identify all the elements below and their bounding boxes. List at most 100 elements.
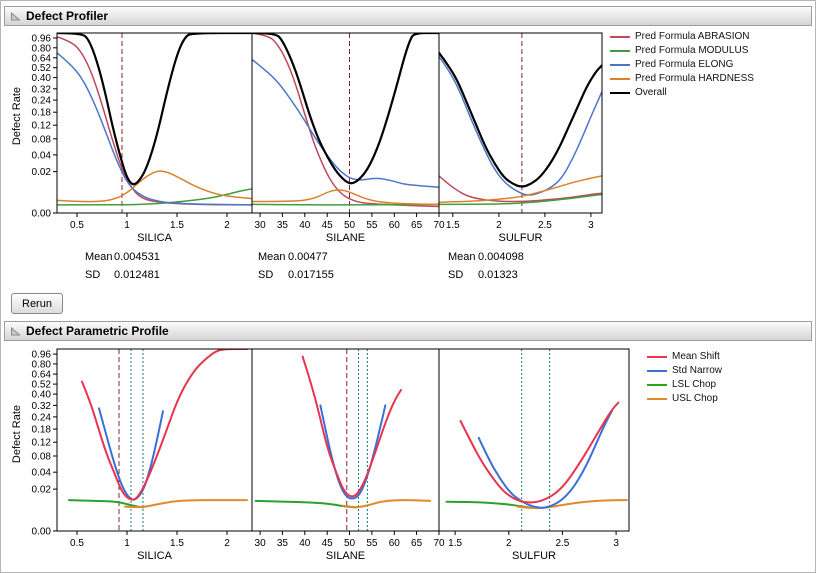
- x-tick-label: 65: [411, 220, 423, 231]
- legend-line-swatch: [647, 383, 667, 386]
- y-tick-label: 0.02: [32, 485, 52, 496]
- stat-sd-label-sulfur: SD: [448, 269, 464, 281]
- legend-item[interactable]: Std Narrow: [646, 365, 722, 376]
- x-tick-label: 30: [255, 220, 267, 231]
- y-tick-label: 0.18: [32, 425, 52, 436]
- x-tick-label: 65: [411, 538, 423, 549]
- x-tick-label: 1.5: [448, 538, 462, 549]
- y-tick-label: 0.04: [32, 150, 52, 161]
- legend-line-swatch: [647, 355, 667, 358]
- x-tick-label: 55: [366, 538, 378, 549]
- series-line-usl-chop: [341, 499, 432, 509]
- y-tick-label: 0.18: [32, 108, 52, 119]
- stat-mean-label-silane: Mean: [258, 251, 286, 263]
- series-line-pred-formula-abrasion: [439, 175, 602, 203]
- y-tick-label: 0.80: [32, 359, 52, 370]
- x-tick-label: 3: [613, 538, 619, 549]
- y-tick-label: 0.24: [32, 412, 52, 423]
- plot-frame: [251, 348, 440, 532]
- parametric-legend: Mean Shift Std Narrow LSL Chop USL Chop: [646, 351, 722, 404]
- legend-item[interactable]: Overall: [609, 87, 754, 98]
- series-line-pred-formula-abrasion: [57, 36, 252, 206]
- legend-line-swatch: [647, 397, 667, 400]
- y-tick-label: 0.64: [32, 370, 52, 381]
- series-line-overall: [439, 51, 602, 188]
- legend-item[interactable]: LSL Chop: [646, 379, 722, 390]
- x-axis-title: SULFUR: [512, 550, 556, 562]
- stat-sd-label-silica: SD: [85, 269, 101, 281]
- legend-line-swatch: [610, 91, 630, 94]
- x-axis-title: SILICA: [137, 550, 173, 562]
- x-tick-label: 2: [224, 538, 230, 549]
- x-tick-label: 0.5: [70, 538, 84, 549]
- stat-mean-label-sulfur: Mean: [448, 251, 476, 263]
- y-tick-label: 0.52: [32, 63, 52, 74]
- legend-item-label: Overall: [635, 87, 667, 98]
- x-axis-title: SILANE: [326, 232, 365, 244]
- x-tick-label: 2.5: [555, 538, 569, 549]
- x-tick-label: 40: [299, 538, 311, 549]
- legend-item[interactable]: Pred Formula ELONG: [609, 59, 754, 70]
- y-tick-label: 0.96: [32, 350, 52, 361]
- legend-line-swatch: [647, 369, 667, 372]
- stat-mean-label-silica: Mean: [85, 251, 113, 263]
- y-tick-label: 0.24: [32, 96, 52, 107]
- legend-item[interactable]: Mean Shift: [646, 351, 722, 362]
- disclosure-triangle-icon[interactable]: [10, 326, 21, 337]
- defect-parametric-chart: 0.5 1 1.5 2 SILICA 30 35 40 45 50 55 60 65 70 SILANE 1.…: [32, 348, 630, 562]
- legend-item[interactable]: USL Chop: [646, 393, 722, 404]
- y-tick-label: 0.02: [32, 167, 52, 178]
- series-line-pred-formula-hardness: [57, 170, 252, 203]
- series-line-overall: [252, 33, 439, 185]
- series-line-lsl-chop: [254, 499, 358, 509]
- panel-header-defect-parametric-profile[interactable]: Defect Parametric Profile: [4, 321, 812, 341]
- series-line-pred-formula-hardness: [439, 175, 602, 203]
- panel-title-defect-parametric-profile: Defect Parametric Profile: [26, 324, 169, 338]
- x-tick-label: 2: [224, 220, 230, 231]
- series-line-mean-shift: [81, 349, 248, 501]
- x-axis-title: SULFUR: [498, 232, 542, 244]
- y-tick-label: 0.00: [32, 527, 52, 538]
- y-tick-label: 0.96: [32, 34, 52, 45]
- y-tick-label: 0.32: [32, 84, 52, 95]
- legend-item[interactable]: Pred Formula MODULUS: [609, 45, 754, 56]
- x-tick-label: 45: [322, 538, 334, 549]
- series-line-pred-formula-elong: [439, 55, 602, 196]
- x-tick-label: 70: [433, 220, 445, 231]
- rerun-button[interactable]: Rerun: [11, 293, 63, 314]
- x-tick-label: 1.5: [446, 220, 460, 231]
- x-tick-label: 30: [255, 538, 267, 549]
- disclosure-triangle-icon[interactable]: [10, 11, 21, 22]
- x-tick-label: 2: [496, 220, 502, 231]
- x-tick-label: 60: [389, 220, 401, 231]
- legend-item-label: Pred Formula ELONG: [635, 59, 734, 70]
- series-line-pred-formula-modulus: [57, 188, 252, 206]
- stat-sd-value-silane: 0.017155: [288, 269, 334, 281]
- legend-item-label: Pred Formula HARDNESS: [635, 73, 754, 84]
- x-tick-label: 1.5: [170, 220, 184, 231]
- defect-profiler-chart: 0.5 1 1.5 2 SILICA 30 35 40 45 50 55 60 65 70 SILANE 1.…: [32, 32, 603, 244]
- series-line-pred-formula-elong: [57, 52, 252, 206]
- x-tick-label: 40: [299, 220, 311, 231]
- stat-sd-label-silane: SD: [258, 269, 274, 281]
- legend-line-swatch: [610, 63, 630, 66]
- x-tick-label: 1.5: [170, 538, 184, 549]
- panel-header-defect-profiler[interactable]: Defect Profiler: [4, 6, 812, 26]
- series-line-pred-formula-hardness: [252, 189, 439, 206]
- plot-frame: [56, 348, 253, 532]
- y-tick-label: 0.32: [32, 401, 52, 412]
- stat-mean-value-sulfur: 0.004098: [478, 251, 524, 263]
- legend-item[interactable]: Pred Formula HARDNESS: [609, 73, 754, 84]
- profiler-legend: Pred Formula ABRASION Pred Formula MODULU…: [609, 31, 754, 98]
- x-axis-title: SILANE: [326, 550, 365, 562]
- x-tick-label: 3: [588, 220, 594, 231]
- y-tick-label: 0.08: [32, 452, 52, 463]
- legend-item[interactable]: Pred Formula ABRASION: [609, 31, 754, 42]
- x-tick-label: 1: [124, 538, 130, 549]
- x-axis-title: SILICA: [137, 232, 173, 244]
- x-tick-label: 35: [277, 220, 289, 231]
- x-tick-label: 60: [389, 538, 401, 549]
- y-tick-label: 0.64: [32, 53, 52, 64]
- y-tick-label: 0.00: [32, 209, 52, 220]
- x-tick-label: 50: [344, 538, 356, 549]
